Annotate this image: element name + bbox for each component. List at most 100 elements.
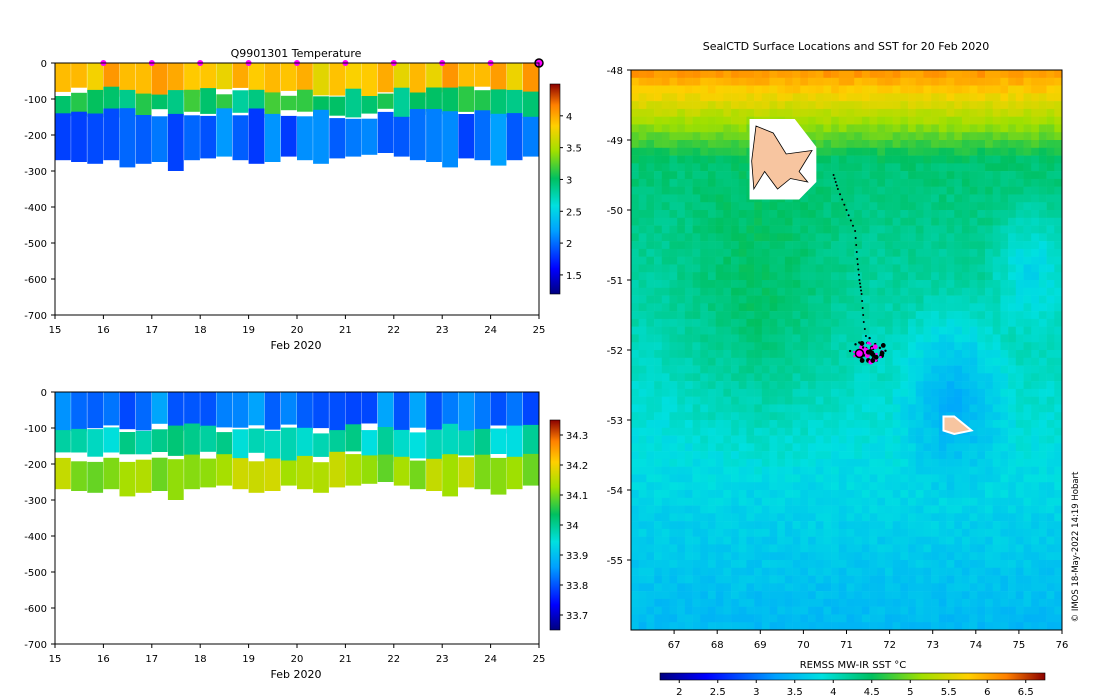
- sst-cell: [1031, 248, 1040, 257]
- sst-cell: [1054, 163, 1063, 172]
- sst-cell: [715, 622, 724, 631]
- sst-cell: [946, 178, 955, 187]
- sst-cell: [631, 357, 639, 366]
- sst-cell: [861, 272, 870, 281]
- sst-cell: [692, 93, 701, 102]
- sst-cell: [692, 194, 701, 203]
- sst-cell: [692, 155, 701, 164]
- sst-cell: [923, 210, 932, 219]
- sst-cell: [1008, 521, 1017, 530]
- sst-cell: [800, 396, 809, 405]
- sst-cell: [908, 147, 917, 156]
- sst-cell: [1054, 388, 1063, 397]
- sst-cell: [892, 334, 901, 343]
- sst-cell: [977, 497, 986, 506]
- profile-cell: [200, 115, 216, 159]
- sst-cell: [861, 443, 870, 452]
- sst-cell: [892, 210, 901, 219]
- sst-cell: [808, 474, 817, 483]
- sst-cell: [900, 108, 909, 117]
- sst-cell: [631, 614, 639, 623]
- sst-cell: [1000, 497, 1009, 506]
- sst-cell: [692, 147, 701, 156]
- sst-cell: [738, 241, 747, 250]
- sst-cell: [838, 490, 847, 499]
- sst-cell: [661, 451, 670, 460]
- sst-cell: [985, 365, 994, 374]
- sst-cell: [823, 326, 832, 335]
- sst-cell: [938, 194, 947, 203]
- sst-cell: [707, 248, 716, 257]
- sst-cell: [761, 241, 770, 250]
- y-tick-label: 0: [41, 59, 47, 70]
- sst-cell: [823, 264, 832, 273]
- sst-cell: [715, 365, 724, 374]
- sst-cell: [969, 318, 978, 327]
- sst-cell: [631, 528, 639, 537]
- sst-cell: [1038, 326, 1047, 335]
- sst-cell: [938, 575, 947, 584]
- sst-cell: [754, 311, 763, 320]
- sst-cell: [784, 552, 793, 561]
- sst-cell: [677, 490, 686, 499]
- sst-cell: [1000, 381, 1009, 390]
- sst-cell: [969, 178, 978, 187]
- sst-cell: [815, 513, 824, 522]
- sst-cell: [846, 614, 855, 623]
- sst-cell: [800, 303, 809, 312]
- sst-cell: [715, 318, 724, 327]
- sst-cell: [654, 373, 663, 382]
- sst-cell: [723, 295, 732, 304]
- sst-cell: [677, 598, 686, 607]
- sst-cell: [692, 591, 701, 600]
- sst-cell: [638, 396, 647, 405]
- sst-cell: [992, 443, 1001, 452]
- sst-cell: [892, 318, 901, 327]
- sst-cell: [869, 474, 878, 483]
- sst-cell: [923, 458, 932, 467]
- sst-cell: [969, 373, 978, 382]
- sst-cell: [892, 70, 901, 79]
- sst-cell: [892, 272, 901, 281]
- sst-cell: [846, 505, 855, 514]
- sst-cell: [815, 295, 824, 304]
- sst-cell: [931, 186, 940, 195]
- sst-cell: [684, 264, 693, 273]
- sst-cell: [854, 598, 863, 607]
- sst-cell: [892, 435, 901, 444]
- sst-cell: [946, 318, 955, 327]
- sst-cell: [715, 536, 724, 545]
- y-tick-label: -300: [24, 496, 47, 507]
- profile-cell: [345, 454, 362, 486]
- sst-cell: [661, 575, 670, 584]
- sst-cell: [831, 70, 840, 79]
- sst-cell: [815, 124, 824, 133]
- sst-cell: [1031, 474, 1040, 483]
- sst-cell: [731, 287, 740, 296]
- sst-cell: [884, 497, 893, 506]
- sst-cell: [646, 622, 655, 631]
- sst-cell: [946, 567, 955, 576]
- sst-cell: [877, 155, 886, 164]
- sst-cell: [700, 388, 709, 397]
- sst-cell: [977, 77, 986, 86]
- sst-cell: [854, 241, 863, 250]
- profile-cell: [522, 392, 539, 428]
- sst-cell: [800, 194, 809, 203]
- sst-cell: [946, 451, 955, 460]
- sst-cell: [777, 482, 786, 491]
- sst-cell: [707, 466, 716, 475]
- sst-cell: [1023, 334, 1032, 343]
- sst-cell: [692, 295, 701, 304]
- sst-cell: [869, 116, 878, 125]
- sst-cell: [992, 178, 1001, 187]
- sst-cell: [946, 334, 955, 343]
- sst-cell: [923, 163, 932, 172]
- sst-cell: [815, 412, 824, 421]
- sst-cell: [738, 451, 747, 460]
- sst-cell: [669, 248, 678, 257]
- sst-cell: [908, 171, 917, 180]
- sst-cell: [931, 163, 940, 172]
- sst-cell: [784, 77, 793, 86]
- sst-cell: [784, 451, 793, 460]
